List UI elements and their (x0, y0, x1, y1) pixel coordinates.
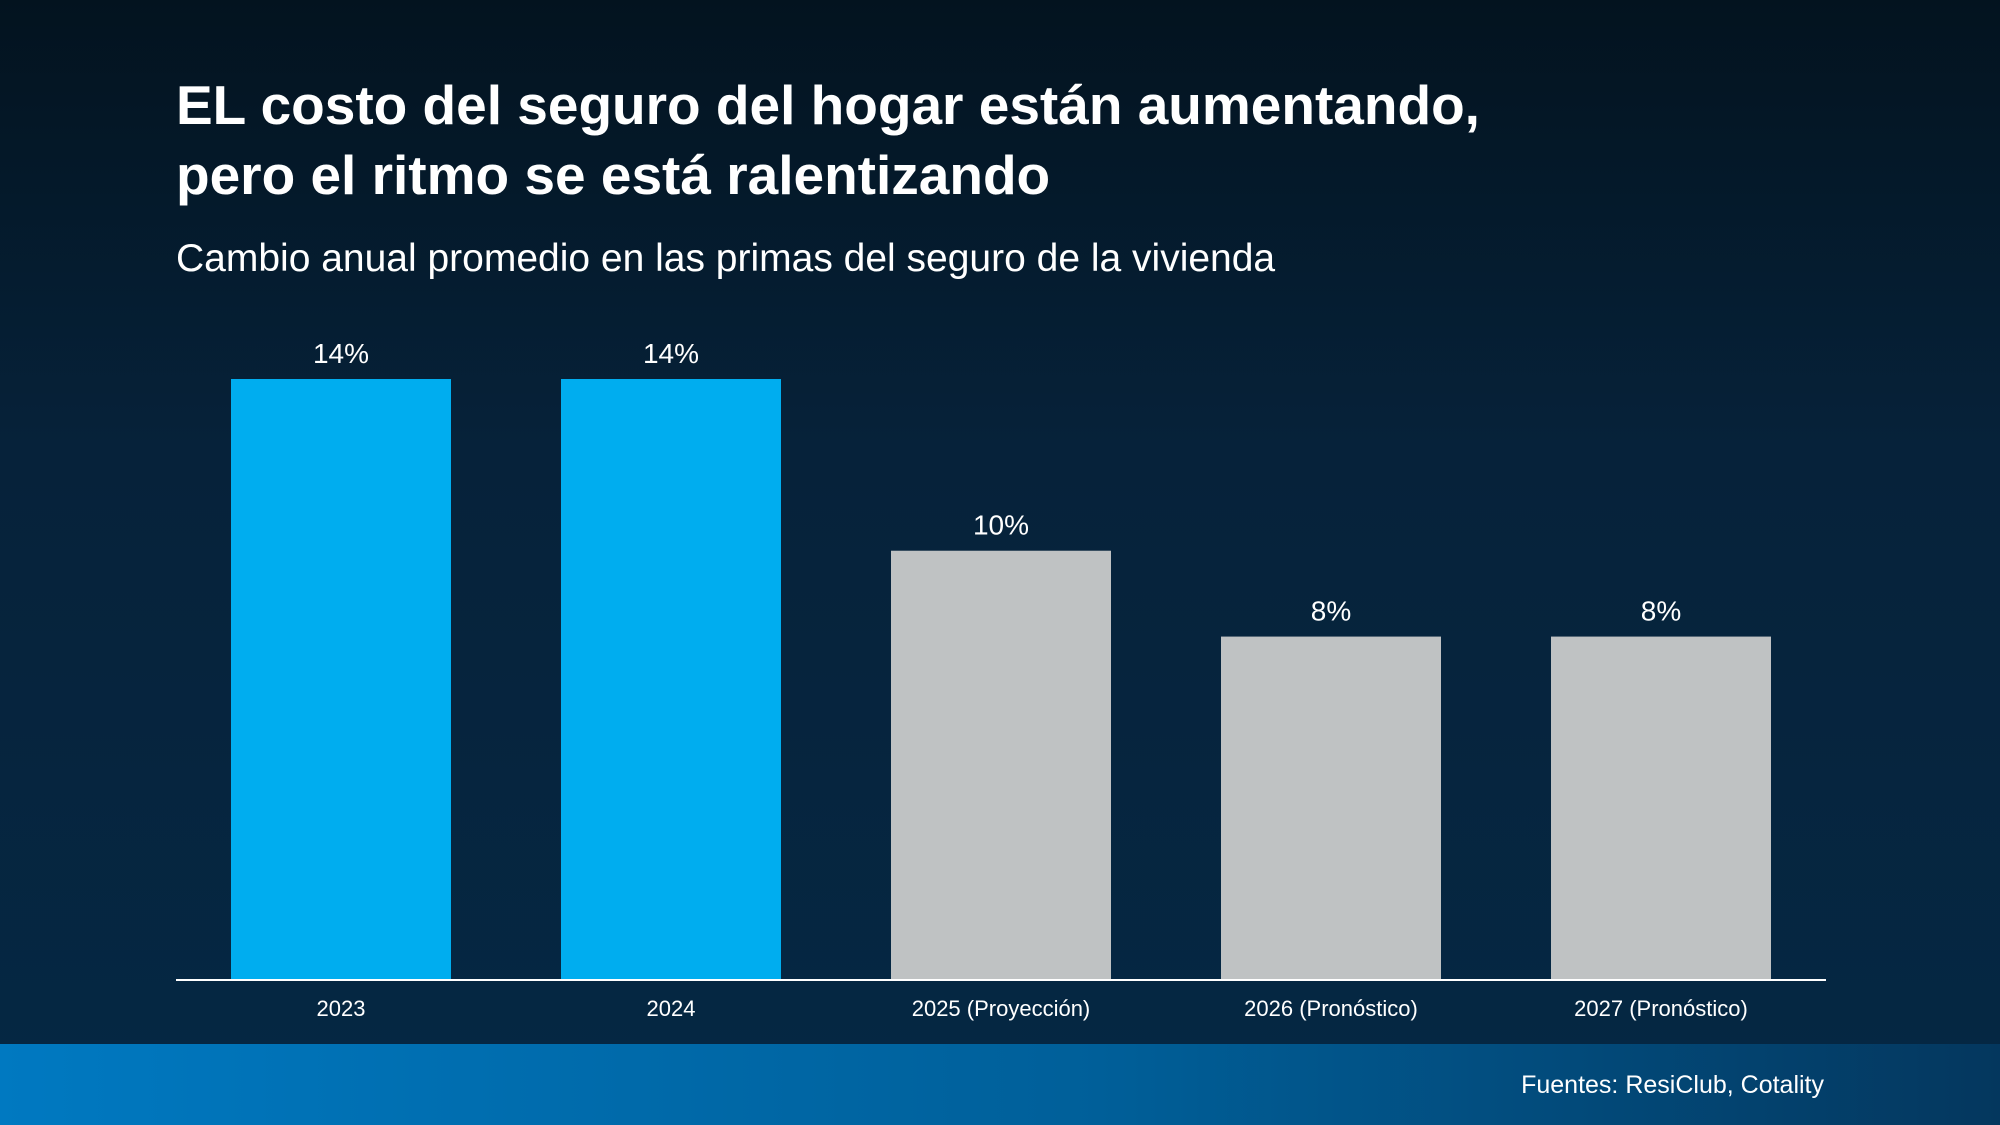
bar-3 (891, 550, 1111, 980)
bar-4 (1221, 636, 1441, 980)
data-label-1: 14% (313, 338, 369, 369)
slide-subtitle: Cambio anual promedio en las primas del … (176, 237, 1276, 280)
category-label-5: 2027 (Pronóstico) (1574, 996, 1748, 1021)
title-line-1: EL costo del seguro del hogar están aume… (176, 74, 1480, 136)
data-label-2: 14% (643, 338, 699, 369)
slide-title: EL costo del seguro del hogar están aume… (176, 70, 1876, 210)
source-note: Fuentes: ResiClub, Cotality (1521, 1071, 1824, 1099)
category-label-2: 2024 (647, 996, 696, 1021)
data-label-4: 8% (1311, 596, 1351, 627)
title-line-2: pero el ritmo se está ralentizando (176, 144, 1051, 206)
data-label-3: 10% (973, 510, 1029, 541)
category-label-4: 2026 (Pronóstico) (1244, 996, 1418, 1021)
category-label-1: 2023 (317, 996, 366, 1021)
bar-2 (561, 379, 781, 980)
bar-chart: 14% 2023 14% 2024 10% 2025 (Proyección) 8% 2026… (231, 338, 1771, 1021)
data-label-5: 8% (1641, 596, 1681, 627)
footer-bar: Fuentes: ResiClub, Cotality (0, 1044, 2000, 1125)
category-label-3: 2025 (Proyección) (912, 996, 1091, 1021)
bar-1 (231, 379, 451, 980)
bar-5 (1551, 636, 1771, 980)
